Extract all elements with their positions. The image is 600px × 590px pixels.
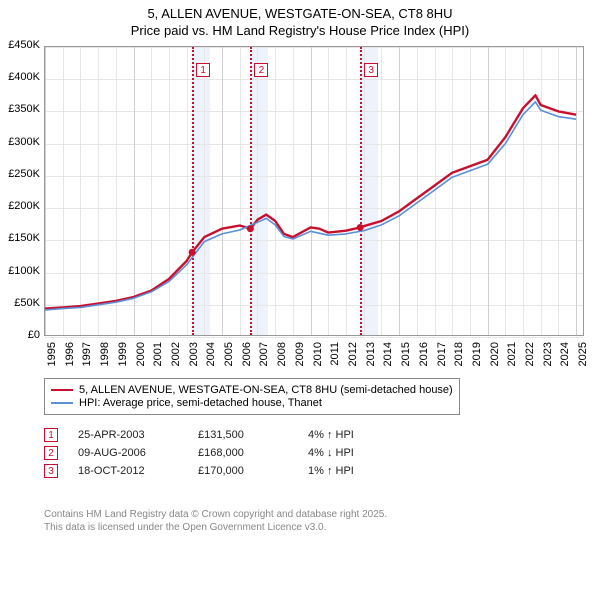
title-line-2: Price paid vs. HM Land Registry's House … [0,23,600,40]
x-tick-label: 2014 [382,342,394,372]
event-date: 18-OCT-2012 [78,465,178,477]
x-tick-label: 2013 [365,342,377,372]
y-tick-label: £50K [0,297,40,309]
x-tick-label: 2006 [241,342,253,372]
event-date: 25-APR-2003 [78,429,178,441]
y-tick-label: £450K [0,39,40,51]
event-marker-dot [189,249,196,256]
y-tick-label: £400K [0,71,40,83]
y-tick-label: £300K [0,136,40,148]
legend-swatch [51,389,73,391]
event-row: 1 25-APR-2003 £131,500 4% ↑ HPI [44,428,408,442]
event-delta: 1% ↑ HPI [308,465,408,477]
y-tick-label: £0 [0,329,40,341]
x-tick-label: 1999 [117,342,129,372]
y-tick-label: £250K [0,168,40,180]
series-line-price_paid [45,95,576,308]
y-tick-label: £100K [0,265,40,277]
x-tick-label: 2016 [418,342,430,372]
page: 5, ALLEN AVENUE, WESTGATE-ON-SEA, CT8 8H… [0,0,600,590]
footer-line-1: Contains HM Land Registry data © Crown c… [44,508,387,521]
legend-swatch [51,402,73,404]
event-marker-dot [357,224,364,231]
series-line-hpi [45,102,576,310]
series-svg [45,47,585,337]
title-line-1: 5, ALLEN AVENUE, WESTGATE-ON-SEA, CT8 8H… [0,6,600,23]
x-tick-label: 1998 [99,342,111,372]
x-tick-label: 1996 [64,342,76,372]
x-tick-label: 2024 [559,342,571,372]
events-table: 1 25-APR-2003 £131,500 4% ↑ HPI 2 09-AUG-2006… [44,424,408,482]
x-tick-label: 2003 [188,342,200,372]
event-delta: 4% ↓ HPI [308,447,408,459]
legend-box: 5, ALLEN AVENUE, WESTGATE-ON-SEA, CT8 8H… [44,378,460,415]
x-tick-label: 2002 [170,342,182,372]
event-date: 09-AUG-2006 [78,447,178,459]
chart-plot-area: 123 [44,46,584,336]
x-tick-label: 2022 [524,342,536,372]
x-tick-label: 2004 [205,342,217,372]
y-tick-label: £200K [0,200,40,212]
event-id-box: 1 [44,428,58,442]
x-tick-label: 2025 [577,342,589,372]
footer-attribution: Contains HM Land Registry data © Crown c… [44,508,387,534]
event-marker-dot [247,225,254,232]
x-tick-label: 2000 [135,342,147,372]
y-tick-label: £150K [0,232,40,244]
x-tick-label: 2007 [258,342,270,372]
x-tick-label: 1995 [46,342,58,372]
x-tick-label: 2008 [276,342,288,372]
x-tick-label: 2018 [453,342,465,372]
footer-line-2: This data is licensed under the Open Gov… [44,521,387,534]
x-tick-label: 2020 [489,342,501,372]
x-tick-label: 2005 [223,342,235,372]
event-row: 2 09-AUG-2006 £168,000 4% ↓ HPI [44,446,408,460]
x-tick-label: 2021 [506,342,518,372]
legend-item: 5, ALLEN AVENUE, WESTGATE-ON-SEA, CT8 8H… [51,384,453,396]
x-tick-label: 2012 [347,342,359,372]
x-tick-label: 2019 [471,342,483,372]
event-id-box: 3 [44,464,58,478]
x-tick-label: 2010 [312,342,324,372]
x-tick-label: 2001 [152,342,164,372]
gridline-h [45,337,583,338]
x-tick-label: 2011 [329,342,341,372]
event-price: £131,500 [198,429,288,441]
event-row: 3 18-OCT-2012 £170,000 1% ↑ HPI [44,464,408,478]
x-tick-label: 2009 [294,342,306,372]
y-tick-label: £350K [0,103,40,115]
legend-label: 5, ALLEN AVENUE, WESTGATE-ON-SEA, CT8 8H… [79,384,453,396]
event-price: £168,000 [198,447,288,459]
event-delta: 4% ↑ HPI [308,429,408,441]
legend-item: HPI: Average price, semi-detached house,… [51,397,453,409]
x-tick-label: 1997 [81,342,93,372]
event-price: £170,000 [198,465,288,477]
x-tick-label: 2015 [400,342,412,372]
x-tick-label: 2023 [542,342,554,372]
event-id-box: 2 [44,446,58,460]
legend-label: HPI: Average price, semi-detached house,… [79,397,322,409]
x-tick-label: 2017 [436,342,448,372]
chart-title: 5, ALLEN AVENUE, WESTGATE-ON-SEA, CT8 8H… [0,0,600,40]
